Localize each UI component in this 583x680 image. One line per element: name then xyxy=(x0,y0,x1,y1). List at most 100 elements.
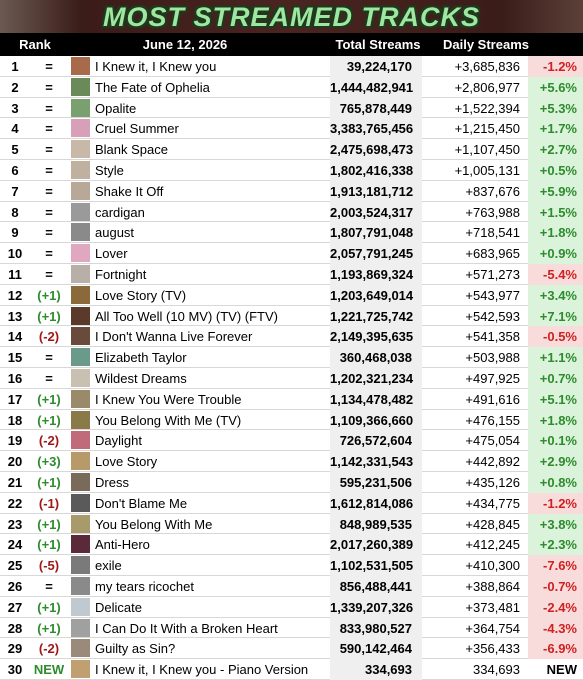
column-header: Daily Streams xyxy=(443,37,529,52)
rank: 30 xyxy=(7,662,23,678)
cover-thumbnail xyxy=(71,161,90,179)
rank: 19 xyxy=(7,433,23,449)
song-title: I Knew You Were Trouble xyxy=(95,391,242,407)
daily-change: +1.1% xyxy=(528,347,583,368)
total-streams: 2,003,524,317 xyxy=(330,201,422,223)
rank: 9 xyxy=(11,225,19,241)
table-row: 4 = Cruel Summer 3,383,765,456 +1,215,450 +1.… xyxy=(0,118,583,140)
daily-streams: +410,300 xyxy=(465,558,520,574)
total-streams: 1,913,181,712 xyxy=(330,180,422,202)
rank: 17 xyxy=(7,391,23,407)
cover-thumbnail xyxy=(71,181,90,200)
table-row: 24 (+1) Anti-Hero 2,017,260,389 +412,245 +2.3… xyxy=(0,534,583,556)
total-streams: 2,149,395,635 xyxy=(330,326,422,348)
rank-change: (+1) xyxy=(37,620,61,636)
daily-change: +0.8% xyxy=(528,472,583,493)
song-title: exile xyxy=(95,558,122,574)
song-title: The Fate of Ophelia xyxy=(95,79,210,95)
daily-streams: +543,977 xyxy=(465,287,520,303)
song-title: Blank Space xyxy=(95,142,168,158)
song-title: I Don't Wanna Live Forever xyxy=(95,329,253,345)
rank-change: = xyxy=(45,79,53,95)
rank-change: = xyxy=(45,267,53,282)
daily-change: +5.1% xyxy=(528,388,583,410)
song-title: Don't Blame Me xyxy=(95,495,188,511)
song-title: Lover xyxy=(95,246,128,262)
rank: 21 xyxy=(7,475,23,490)
table-row: 15 = Elizabeth Taylor 360,468,038 +503,988 +1… xyxy=(0,347,583,368)
table-row: 21 (+1) Dress 595,231,506 +435,126 +0.8% xyxy=(0,472,583,493)
daily-streams: +373,481 xyxy=(465,599,520,615)
total-streams: 1,193,869,324 xyxy=(330,264,422,285)
rank: 12 xyxy=(7,287,23,303)
daily-streams: +442,892 xyxy=(465,454,520,470)
total-streams: 848,989,535 xyxy=(330,513,422,535)
daily-streams: +837,676 xyxy=(465,183,520,199)
daily-streams: 334,693 xyxy=(473,662,520,678)
table-row: 6 = Style 1,802,416,338 +1,005,131 +0.5% xyxy=(0,160,583,181)
rank-change: (+1) xyxy=(37,287,61,303)
daily-streams: +434,775 xyxy=(465,495,520,511)
song-title: cardigan xyxy=(95,204,145,220)
daily-change: +2.9% xyxy=(528,451,583,472)
total-streams: 360,468,038 xyxy=(330,347,422,368)
daily-streams: +683,965 xyxy=(465,246,520,262)
cover-thumbnail xyxy=(71,577,90,595)
total-streams: 1,102,531,505 xyxy=(330,555,422,576)
table-row: 29 (-2) Guilty as Sin? 590,142,464 +356,433-… xyxy=(0,638,583,660)
daily-streams: +541,358 xyxy=(465,329,520,345)
daily-streams: +763,988 xyxy=(465,204,520,220)
daily-change: +1.8% xyxy=(528,409,583,431)
rank-change: = xyxy=(45,121,53,137)
daily-streams: +2,806,977 xyxy=(454,79,520,95)
rank-change: (-1) xyxy=(38,495,60,511)
table-row: 12 (+1) Love Story (TV) 1,203,649,014 +543,9… xyxy=(0,284,583,306)
table-row: 30 NEW I Knew it, I Knew you - Piano Versi… xyxy=(0,659,583,680)
daily-change: -7.6% xyxy=(528,555,583,576)
table-row: 25 (-5) exile 1,102,531,505 +410,300 -7.6% xyxy=(0,555,583,576)
total-streams: 765,878,449 xyxy=(330,97,422,119)
daily-change: +2.3% xyxy=(528,534,583,556)
table-row: 28 (+1) I Can Do It With a Broken Heart 833… xyxy=(0,617,583,639)
daily-change: +3.8% xyxy=(528,513,583,535)
rank: 15 xyxy=(7,350,23,366)
rank: 27 xyxy=(7,599,23,615)
daily-streams: +356,433 xyxy=(465,641,520,657)
daily-change: +5.3% xyxy=(528,97,583,119)
cover-thumbnail xyxy=(71,327,90,346)
daily-streams: +364,754 xyxy=(465,620,520,636)
cover-thumbnail xyxy=(71,348,90,367)
song-title: Guilty as Sin? xyxy=(95,641,176,657)
daily-streams: +718,541 xyxy=(465,225,520,241)
song-title: Dress xyxy=(95,475,129,490)
rank-change: = xyxy=(45,100,53,116)
cover-thumbnail xyxy=(71,535,90,554)
rank-change: = xyxy=(45,579,53,594)
table-row: 11 = Fortnight 1,193,869,324 +571,273 -5.4% xyxy=(0,264,583,285)
rank: 22 xyxy=(7,495,23,511)
daily-change: +5.9% xyxy=(528,180,583,202)
daily-streams: +1,107,450 xyxy=(454,142,520,158)
cover-thumbnail xyxy=(71,660,90,679)
rank: 4 xyxy=(11,121,19,137)
cover-thumbnail xyxy=(71,244,90,263)
daily-change: +0.1% xyxy=(528,430,583,452)
song-title: You Belong With Me (TV) xyxy=(95,412,242,428)
column-header: Total Streams xyxy=(335,37,421,52)
song-title: I Can Do It With a Broken Heart xyxy=(95,620,278,636)
song-title: my tears ricochet xyxy=(95,579,194,594)
rank: 18 xyxy=(7,412,23,428)
rank: 8 xyxy=(11,204,19,220)
rank-change: (+3) xyxy=(37,454,61,470)
daily-streams: +428,845 xyxy=(465,516,520,532)
rank-change: (+1) xyxy=(37,412,61,428)
daily-streams: +497,925 xyxy=(465,371,520,386)
daily-change: +1.5% xyxy=(528,201,583,223)
cover-thumbnail xyxy=(71,285,90,304)
total-streams: 1,444,482,941 xyxy=(330,76,422,98)
rank: 2 xyxy=(11,79,19,95)
table-row: 16 = Wildest Dreams 1,202,321,234 +497,925 +0… xyxy=(0,368,583,389)
song-title: You Belong With Me xyxy=(95,516,213,532)
cover-thumbnail xyxy=(71,618,90,637)
total-streams: 334,693 xyxy=(330,659,422,680)
